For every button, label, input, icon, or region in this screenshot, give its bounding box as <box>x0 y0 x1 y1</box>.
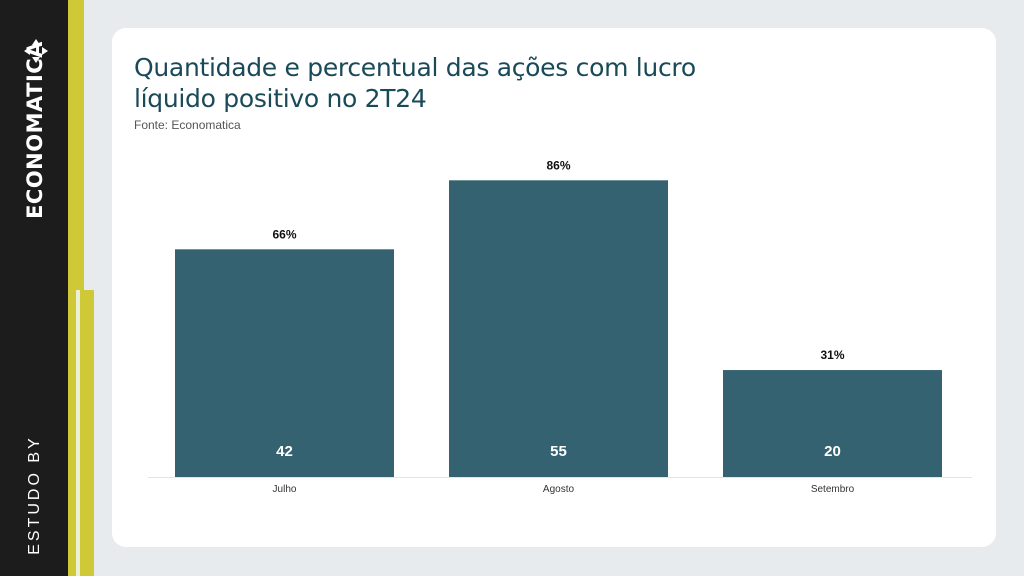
value-label: 42 <box>276 443 293 460</box>
triangle-arrows-icon <box>24 39 48 63</box>
bar-setembro <box>723 370 942 477</box>
accent-stripe-light <box>76 290 80 576</box>
brand-logo-text: ECONOMATICA <box>23 41 47 219</box>
accent-stripe-lower <box>84 290 94 576</box>
accent-stripe <box>68 0 84 576</box>
percent-label: 66% <box>272 227 296 241</box>
chart-card: Quantidade e percentual das ações com lu… <box>112 28 996 547</box>
category-label: Setembro <box>811 484 855 495</box>
bar-agosto <box>449 180 668 478</box>
chart-source: Fonte: Economatica <box>134 118 241 132</box>
percent-label: 86% <box>546 158 570 172</box>
value-label: 55 <box>550 443 567 460</box>
percent-label: 31% <box>820 348 844 362</box>
bar-chart: 66% 42 Julho 86% 55 Agosto 31% 20 Setembro <box>148 158 972 495</box>
category-label: Julho <box>273 484 297 495</box>
value-label: 20 <box>824 443 841 460</box>
brand-sidebar <box>0 0 68 576</box>
study-by-label: ESTUDO BY <box>26 435 43 555</box>
category-label: Agosto <box>543 484 575 495</box>
bar-julho <box>175 249 394 477</box>
chart-title: Quantidade e percentual das ações com lu… <box>134 53 696 113</box>
